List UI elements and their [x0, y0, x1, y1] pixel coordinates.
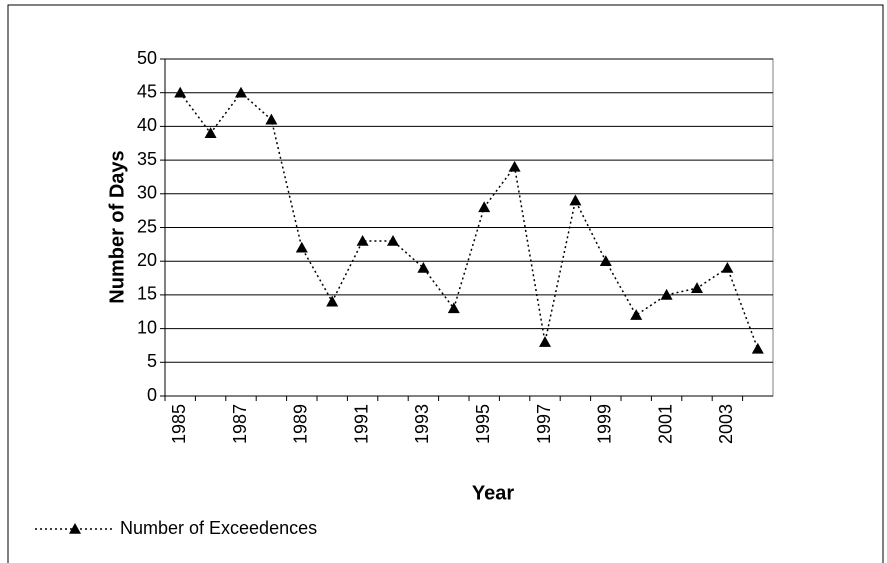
point-marker: [174, 86, 187, 98]
point-marker: [751, 342, 764, 354]
x-tick-label: 1987: [230, 404, 250, 444]
point-marker: [569, 194, 582, 206]
y-tick-label: 50: [137, 48, 157, 68]
point-marker: [356, 234, 369, 246]
point-marker: [265, 113, 278, 125]
y-tick-label: 25: [137, 216, 157, 236]
x-tick-label: 2003: [716, 404, 736, 444]
x-tick-label: 2001: [655, 404, 675, 444]
x-tick-label: 1997: [534, 404, 554, 444]
legend-marker: [69, 523, 81, 534]
y-tick-label: 10: [137, 317, 157, 337]
y-tick-label: 0: [147, 385, 157, 405]
legend-label: Number of Exceedences: [120, 518, 317, 538]
point-marker: [599, 255, 612, 266]
point-marker: [508, 160, 521, 172]
y-axis-title: Number of Days: [106, 150, 128, 303]
point-marker: [691, 282, 703, 293]
point-marker: [326, 295, 339, 307]
y-tick-label: 20: [137, 250, 157, 270]
point-marker: [417, 261, 430, 273]
point-marker: [478, 201, 491, 213]
x-tick-label: 1985: [169, 404, 189, 444]
y-tick-label: 45: [137, 81, 157, 101]
y-tick-label: 30: [137, 183, 157, 203]
point-marker: [660, 288, 673, 300]
point-marker: [630, 309, 643, 320]
point-marker: [539, 336, 551, 347]
x-tick-label: 1989: [291, 404, 311, 444]
point-marker: [721, 261, 734, 273]
y-tick-label: 40: [137, 115, 157, 135]
y-tick-label: 35: [137, 149, 157, 169]
y-tick-label: 5: [147, 351, 157, 371]
x-tick-label: 1995: [473, 404, 493, 444]
point-marker: [204, 127, 217, 138]
point-marker: [235, 86, 247, 98]
series-line: [179, 91, 759, 350]
x-tick-label: 1991: [351, 404, 371, 444]
x-tick-label: 1999: [595, 404, 615, 444]
y-tick-label: 15: [137, 284, 157, 304]
point-marker: [447, 302, 460, 314]
chart-frame: [7, 4, 884, 563]
point-marker: [387, 234, 399, 246]
point-marker: [295, 241, 308, 253]
x-tick-label: 1993: [412, 404, 432, 444]
x-axis-title: Year: [472, 482, 514, 504]
